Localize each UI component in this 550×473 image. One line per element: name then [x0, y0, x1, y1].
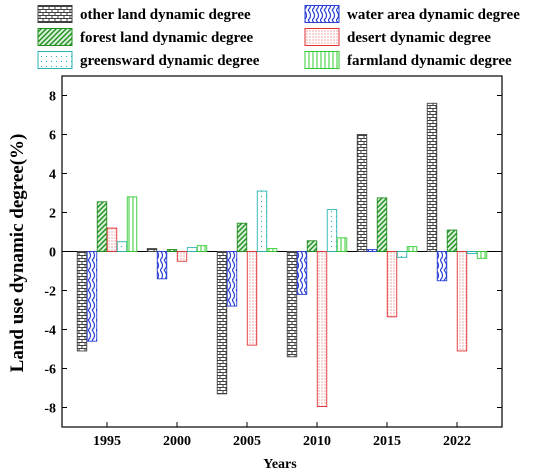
legend-swatch — [304, 28, 340, 46]
bar — [116, 241, 128, 252]
y-tick-label: -8 — [44, 402, 56, 417]
bar — [356, 134, 368, 252]
x-tick-label: 2010 — [303, 434, 331, 449]
bar — [176, 251, 188, 262]
bar — [476, 251, 488, 259]
bar — [256, 190, 268, 252]
bar — [246, 251, 258, 346]
x-tick-label: 2015 — [373, 434, 401, 449]
bar — [386, 251, 398, 318]
y-tick-label: 2 — [49, 207, 56, 222]
bar — [226, 251, 238, 307]
y-tick-label: 8 — [49, 90, 56, 105]
bar — [156, 251, 168, 280]
legend-swatch — [304, 51, 340, 69]
y-axis-title: Land use dynamic degree(%) — [7, 134, 28, 373]
bar — [446, 229, 458, 252]
bar — [436, 251, 448, 282]
bar — [96, 201, 108, 252]
bar — [316, 251, 328, 407]
legend: other land dynamic degree water area dyna… — [37, 5, 520, 69]
legend-swatch — [304, 5, 340, 23]
y-tick-label: -6 — [44, 363, 56, 378]
legend-label: water area dynamic degree — [347, 7, 520, 23]
bar — [326, 209, 338, 252]
legend-swatch — [37, 51, 73, 69]
legend-label: farmland dynamic degree — [347, 53, 512, 69]
bar — [106, 227, 118, 252]
bar — [76, 251, 88, 352]
y-tick-label: -4 — [44, 324, 56, 339]
y-tick-label: 0 — [49, 246, 56, 261]
bar — [366, 249, 378, 252]
bar — [196, 245, 208, 252]
legend-swatch — [37, 28, 73, 46]
bar — [266, 248, 278, 252]
bar — [146, 248, 158, 252]
bar — [126, 196, 138, 252]
bar — [396, 251, 408, 258]
x-axis-title: Years — [263, 457, 297, 472]
legend-label: desert dynamic degree — [347, 30, 491, 46]
bar — [466, 251, 478, 254]
bar — [186, 247, 198, 252]
legend-label: other land dynamic degree — [80, 7, 251, 23]
x-tick-label: 2005 — [233, 434, 261, 449]
legend-swatch — [37, 5, 73, 23]
x-tick-label: 2000 — [163, 434, 191, 449]
bar — [426, 102, 438, 252]
bar — [166, 249, 178, 252]
bar — [306, 240, 318, 252]
bar — [86, 251, 98, 342]
bar — [286, 251, 298, 358]
x-tick-label: 1995 — [93, 434, 121, 449]
bar — [406, 246, 418, 252]
legend-label: greensward dynamic degree — [80, 53, 260, 69]
legend-label: forest land dynamic degree — [80, 30, 254, 46]
bar — [296, 251, 308, 295]
y-tick-label: 6 — [49, 129, 56, 144]
bar — [336, 237, 348, 252]
y-tick-label: -2 — [44, 285, 56, 300]
bar — [456, 251, 468, 352]
bar — [236, 222, 248, 252]
x-tick-label: 2022 — [443, 434, 471, 449]
y-tick-label: 4 — [49, 168, 56, 183]
bar — [216, 251, 228, 395]
plot-area: -8 -6 -4 -2 0 2 4 6 8 1995 2000 2005 2010 2015 2022 — [44, 75, 503, 449]
bar — [376, 197, 388, 252]
